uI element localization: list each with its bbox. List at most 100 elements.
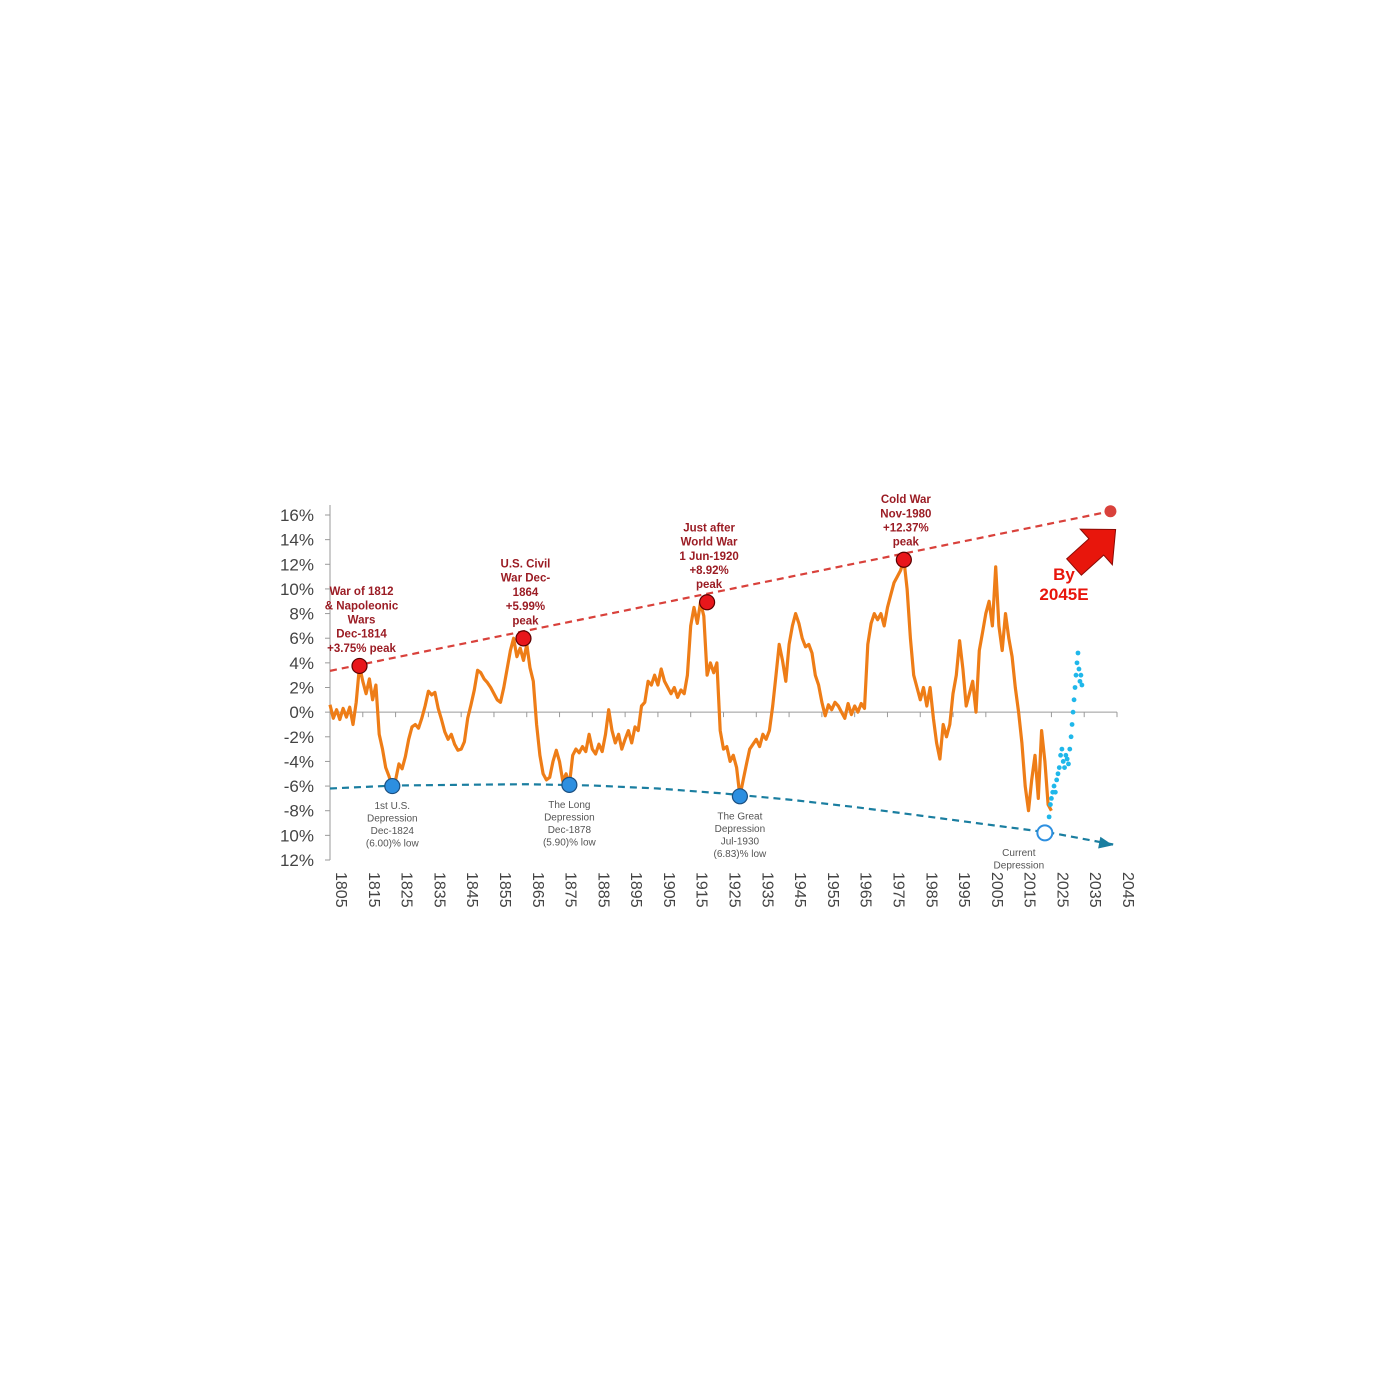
trough-annotation-line: (6.00)% low — [366, 839, 420, 850]
x-tick-label: 1985 — [922, 872, 939, 908]
projection-point — [1060, 759, 1066, 764]
projection-point — [1058, 752, 1063, 758]
y-tick-label: -2% — [284, 728, 314, 747]
peak-annotation-line: +3.75% peak — [327, 643, 396, 655]
series-group — [328, 558, 1085, 832]
projection-point — [1046, 814, 1052, 820]
projection-point — [1052, 789, 1058, 795]
trough-annotation: 1st U.S. Depression Dec-1824 (6.00)% low — [366, 801, 420, 850]
projection-point — [1069, 722, 1075, 727]
peak-annotation: War of 1812 & Napoleonic Wars Dec-1814 +3.75… — [325, 586, 399, 655]
trough-annotation-line: Depression — [544, 812, 595, 823]
projection-point — [1049, 795, 1054, 801]
x-tick-label: 1895 — [627, 872, 644, 908]
forecast-point — [1104, 505, 1117, 518]
peak-marker — [351, 657, 368, 675]
peak-annotation-line: World War — [681, 537, 738, 549]
peak-annotation-line: Just after — [683, 522, 735, 534]
y-tick-label: 6% — [289, 629, 314, 648]
trough-annotation-line: 1st U.S. — [375, 801, 411, 812]
y-tick-label: 0% — [289, 703, 314, 722]
trough-marker — [561, 776, 578, 793]
forecast-label-line: By — [1053, 565, 1075, 584]
trough-annotation-line: Depression — [994, 860, 1045, 871]
projection-point — [1055, 771, 1061, 777]
trough-annotation-line: (6.83)% low — [713, 849, 767, 860]
annotations: War of 1812 & Napoleonic Wars Dec-1814 +3.75… — [325, 494, 1117, 871]
peak-annotation-line: Wars — [348, 615, 376, 627]
markers — [351, 505, 1117, 842]
projection-point — [1072, 685, 1078, 690]
peak-annotation-line: & Napoleonic — [325, 600, 399, 612]
projection-point — [1059, 746, 1065, 752]
x-tick-label: 1935 — [758, 872, 775, 908]
x-tick-label: 1805 — [332, 872, 349, 908]
peak-marker — [895, 551, 912, 568]
peak-annotation-line: +8.92% — [689, 565, 728, 577]
y-tick-label: 10% — [280, 580, 314, 599]
projection-point — [1071, 697, 1077, 703]
peak-annotation: Cold War Nov-1980 +12.37% peak — [880, 494, 931, 549]
projection-point — [1079, 682, 1085, 688]
series-line — [328, 558, 1053, 813]
x-tick-label: 1815 — [365, 872, 382, 908]
x-tick-label: 1865 — [529, 872, 546, 908]
y-tick-label: 8% — [289, 605, 314, 624]
trough-marker — [384, 777, 401, 795]
projection-point — [1066, 761, 1071, 767]
y-tick-label: -6% — [284, 777, 314, 796]
x-tick-label: 1925 — [726, 872, 743, 908]
projection-point — [1068, 734, 1074, 740]
projection-point — [1073, 672, 1079, 678]
y-tick-label: 10% — [280, 826, 314, 845]
x-tick-label: 2035 — [1086, 872, 1103, 908]
axes: 16% 14% 12% 10% 8% 6% 4% 2% 0% -2% -4% -6% -8% 10% 12%… — [280, 505, 1136, 908]
x-tick-label: 2015 — [1021, 872, 1038, 908]
forecast-label: By 2045E — [1039, 565, 1088, 604]
projection-point — [1076, 666, 1082, 672]
x-tick-label: 1945 — [791, 872, 808, 908]
projection-point — [1048, 802, 1053, 807]
y-tick-label: 14% — [280, 531, 314, 550]
peak-annotation-line: 1864 — [513, 587, 539, 599]
y-tick-label: -8% — [284, 802, 314, 821]
x-tick-label: 1855 — [496, 872, 513, 908]
trough-annotation: The Great Depression Jul-1930 (6.83)% low — [713, 811, 767, 860]
projection-point — [1064, 756, 1070, 762]
trough-annotation-line: The Long — [548, 800, 590, 811]
x-tick-label: 1845 — [463, 872, 480, 908]
x-tick-label: 1885 — [594, 872, 611, 908]
forecast-arrow — [1065, 528, 1117, 576]
peak-annotation-line: peak — [893, 537, 920, 549]
trough-annotation-line: Dec-1824 — [371, 826, 415, 837]
x-tick-label: 1955 — [824, 872, 841, 908]
projection-point — [1075, 650, 1081, 656]
x-tick-label: 2025 — [1053, 872, 1070, 908]
trough-trend-arrowhead — [1098, 836, 1113, 849]
peak-annotation-line: War of 1812 — [329, 586, 393, 598]
projection-point — [1062, 765, 1067, 770]
trough-annotation-line: The Great — [717, 811, 762, 822]
projection-point — [1056, 765, 1062, 770]
peak-annotation-line: +12.37% — [883, 523, 929, 535]
projection-point — [1074, 660, 1080, 666]
y-tick-label: 12% — [280, 555, 314, 574]
peak-annotation-line: peak — [512, 615, 539, 627]
y-tick-label: 12% — [280, 851, 314, 870]
projection-point — [1077, 678, 1083, 684]
trough-annotation-line: (5.90)% low — [543, 837, 597, 848]
x-tick-label: 1915 — [693, 872, 710, 908]
peak-annotation-line: Cold War — [881, 494, 932, 506]
peak-annotation-line: 1 Jun-1920 — [679, 551, 738, 563]
y-tick-label: -4% — [284, 752, 314, 771]
peak-marker — [515, 630, 532, 647]
peak-annotation: U.S. Civil War Dec- 1864 +5.99% peak — [501, 559, 551, 628]
trough-marker — [1036, 824, 1054, 842]
x-tick-label: 1965 — [857, 872, 874, 908]
peak-annotation-line: War Dec- — [501, 573, 551, 585]
forecast-label-line: 2045E — [1039, 585, 1088, 604]
x-tick-label: 1835 — [430, 872, 447, 908]
trough-annotation-line: Depression — [367, 814, 418, 825]
trough-annotation-line: Current — [1002, 848, 1036, 859]
